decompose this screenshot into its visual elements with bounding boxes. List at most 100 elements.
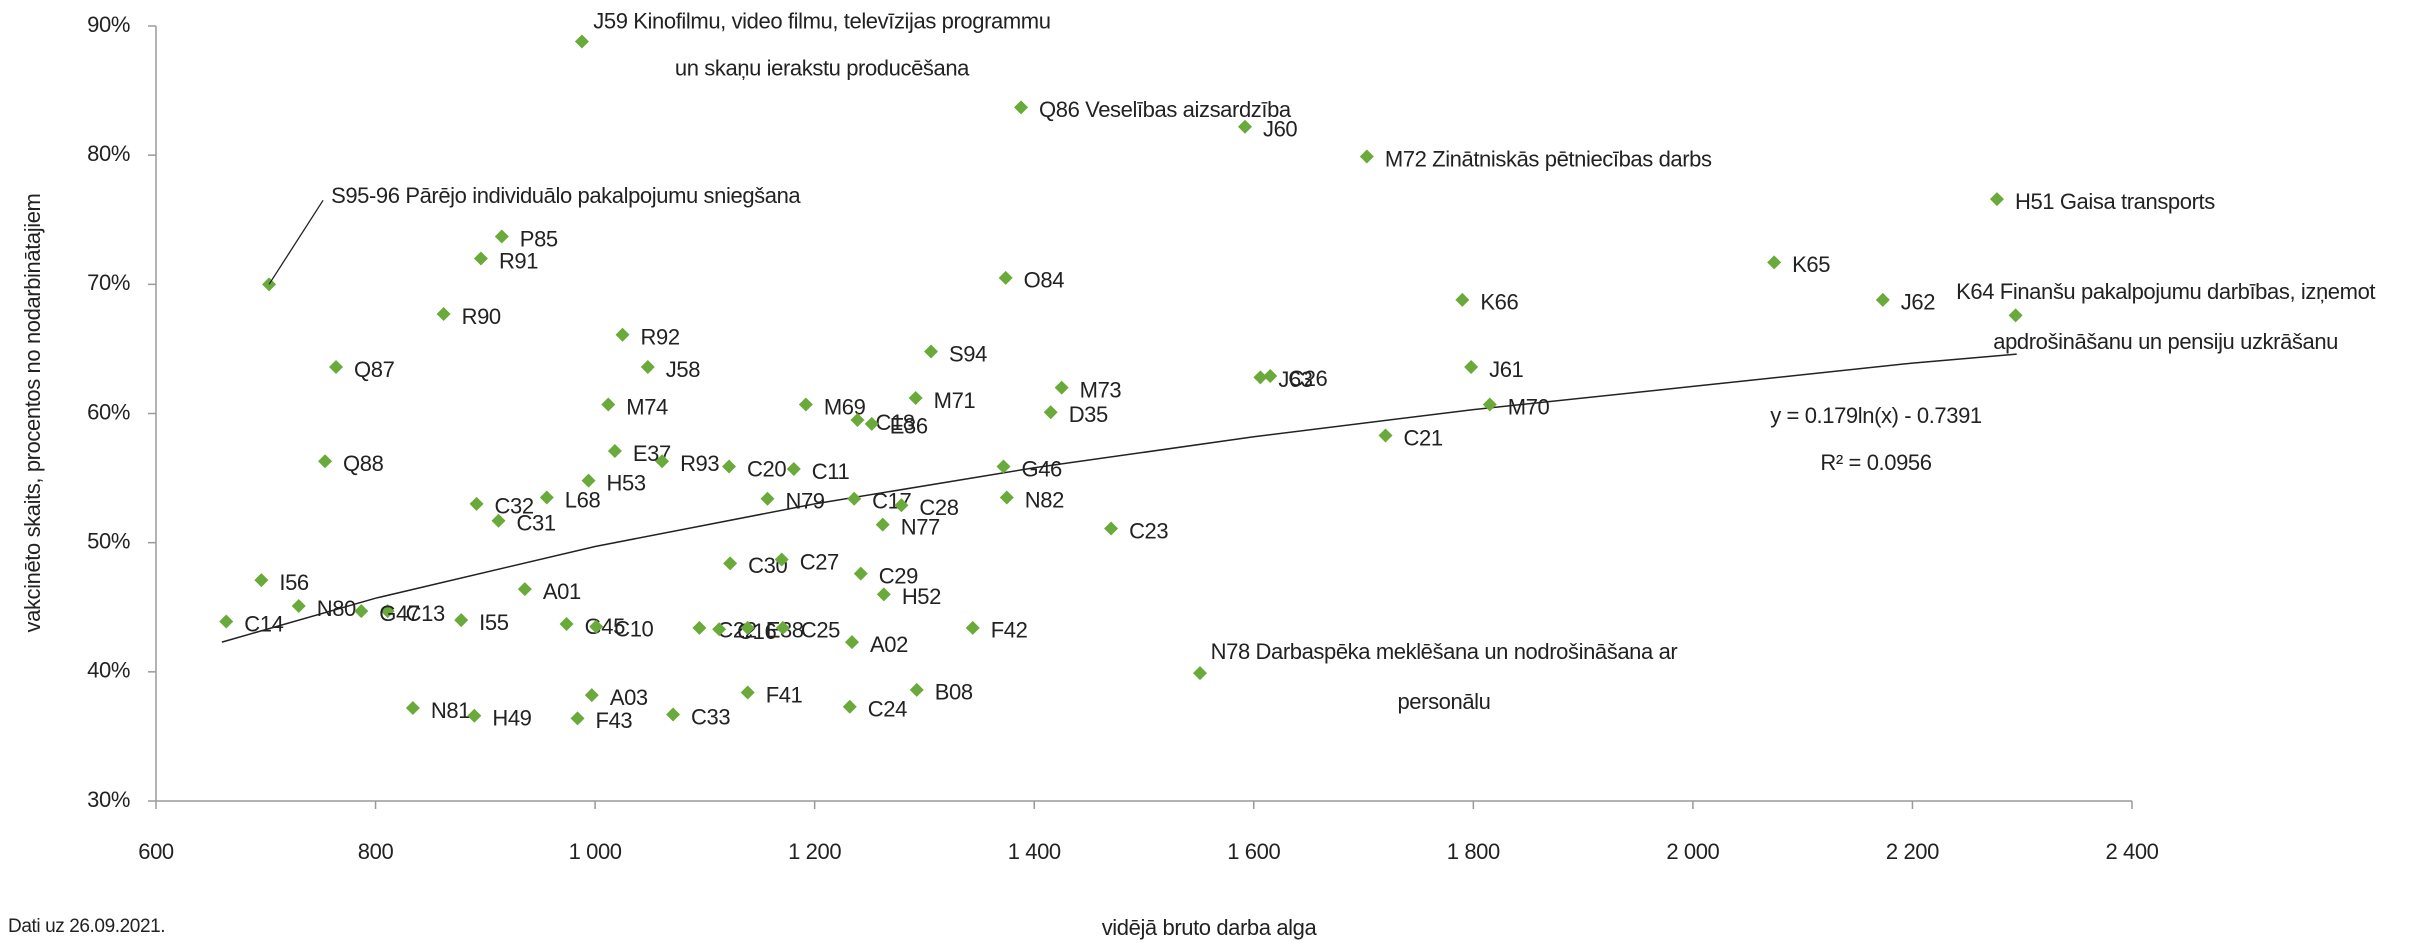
point bbox=[786, 462, 801, 477]
x-tick-label: 1 200 bbox=[788, 839, 841, 864]
point bbox=[1378, 428, 1393, 443]
point bbox=[850, 412, 865, 427]
point bbox=[467, 708, 482, 723]
point-label: C13 bbox=[406, 601, 445, 626]
point-label: I55 bbox=[479, 610, 509, 635]
point-label: J58 bbox=[666, 357, 700, 382]
point bbox=[318, 454, 333, 469]
point-label: C20 bbox=[747, 456, 786, 481]
point-label: apdrošināšanu un pensiju uzkrāšanu bbox=[1993, 329, 2338, 354]
point-label: M70 bbox=[1508, 394, 1550, 419]
point bbox=[291, 598, 306, 613]
point bbox=[692, 620, 707, 635]
point bbox=[219, 614, 234, 629]
point-label: K66 bbox=[1480, 290, 1518, 315]
point bbox=[1237, 119, 1252, 134]
leader-line bbox=[268, 199, 324, 285]
point-label: Q88 bbox=[343, 451, 384, 476]
point bbox=[491, 513, 506, 528]
point-label: J59 Kinofilmu, video filmu, televīzijas … bbox=[593, 8, 1050, 33]
point bbox=[1054, 380, 1069, 395]
point bbox=[844, 635, 859, 650]
point-label: S95-96 Pārējo individuālo pakalpojumu sn… bbox=[331, 183, 801, 208]
x-axis-title: vidējā bruto darba alga bbox=[1102, 915, 1318, 940]
point bbox=[601, 397, 616, 412]
point-label: N81 bbox=[431, 698, 470, 723]
point-label: C29 bbox=[879, 563, 918, 588]
point-label: C33 bbox=[691, 704, 730, 729]
point-label: F42 bbox=[991, 618, 1028, 643]
point-label: F43 bbox=[596, 708, 633, 733]
point-label: C23 bbox=[1129, 518, 1168, 543]
x-tick-label: 2 200 bbox=[1886, 839, 1939, 864]
point-label: R93 bbox=[680, 451, 719, 476]
point-label: M73 bbox=[1080, 377, 1122, 402]
point bbox=[908, 391, 923, 405]
point-label: G46 bbox=[1021, 456, 1062, 481]
point-label: C16 bbox=[737, 619, 776, 644]
point-label: H52 bbox=[902, 584, 941, 609]
point bbox=[712, 622, 727, 637]
point-label: C14 bbox=[244, 611, 283, 636]
point-label: R90 bbox=[462, 304, 501, 329]
y-axis-title: vakcinēto skaits, procentos no nodarbinā… bbox=[20, 194, 45, 633]
point bbox=[1767, 255, 1782, 270]
point bbox=[876, 587, 891, 602]
point-label: Q86 Veselības aizsardzība bbox=[1039, 97, 1292, 122]
point bbox=[494, 229, 509, 244]
point-label: A02 bbox=[870, 632, 908, 657]
point bbox=[655, 454, 670, 469]
point bbox=[539, 490, 554, 505]
point bbox=[574, 34, 589, 49]
y-tick-label: 80% bbox=[87, 141, 130, 166]
note: Dati uz 26.09.2021. bbox=[8, 916, 165, 937]
point-label: N77 bbox=[901, 514, 940, 539]
point-label: N82 bbox=[1025, 487, 1064, 512]
point-label: I56 bbox=[279, 570, 309, 595]
point-label: C24 bbox=[868, 697, 907, 722]
point-label: J63 bbox=[1278, 367, 1312, 392]
point bbox=[996, 459, 1011, 474]
point bbox=[1192, 666, 1207, 681]
point-label: C25 bbox=[801, 618, 840, 643]
point bbox=[864, 416, 879, 431]
point bbox=[842, 699, 857, 714]
x-tick-label: 1 400 bbox=[1008, 839, 1061, 864]
point bbox=[1455, 292, 1470, 307]
point-label: J60 bbox=[1263, 117, 1297, 142]
point-label: K64 Finanšu pakalpojumu darbības, izņemo… bbox=[1956, 279, 2375, 304]
point bbox=[875, 517, 890, 532]
point bbox=[405, 701, 420, 715]
trend-equation: y = 0.179ln(x) - 0.7391 bbox=[1770, 403, 1982, 428]
point bbox=[894, 498, 909, 513]
point bbox=[254, 573, 269, 588]
point bbox=[909, 682, 924, 697]
point-label: D35 bbox=[1069, 402, 1108, 427]
point bbox=[1875, 292, 1890, 307]
point bbox=[2008, 308, 2023, 323]
point bbox=[1043, 405, 1058, 420]
point bbox=[584, 688, 599, 703]
point bbox=[722, 459, 737, 474]
y-tick-label: 30% bbox=[87, 787, 130, 812]
point-label: C27 bbox=[800, 549, 839, 574]
point-label: personālu bbox=[1397, 689, 1490, 714]
point-label: N80 bbox=[317, 596, 356, 621]
point bbox=[740, 620, 755, 635]
point bbox=[847, 491, 862, 506]
x-tick-label: 600 bbox=[138, 839, 174, 864]
point bbox=[640, 360, 655, 374]
point bbox=[1482, 397, 1497, 412]
point bbox=[924, 344, 939, 359]
point bbox=[570, 711, 585, 726]
point-label: un skaņu ierakstu producēšana bbox=[675, 55, 970, 80]
point-label: C21 bbox=[1404, 425, 1443, 450]
point-label: H49 bbox=[492, 706, 531, 731]
x-tick-label: 2 000 bbox=[1666, 839, 1719, 864]
point bbox=[517, 582, 532, 597]
point-label: F41 bbox=[766, 682, 803, 707]
point-label: J61 bbox=[1489, 357, 1523, 382]
point-label: H51 Gaisa transports bbox=[2015, 189, 2215, 214]
point bbox=[999, 490, 1014, 505]
